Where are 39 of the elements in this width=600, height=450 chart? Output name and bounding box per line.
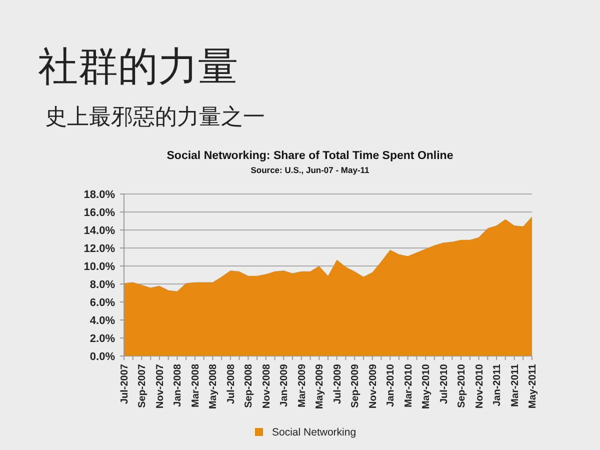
x-tick-label: Jul-2010 bbox=[438, 364, 450, 404]
x-tick-label: Mar-2011 bbox=[510, 364, 521, 407]
x-tick-label: Nov-2008 bbox=[261, 364, 272, 408]
chart-title: 社群的力量 bbox=[38, 44, 238, 90]
x-tick-label: Nov-2007 bbox=[154, 364, 166, 408]
x-tick-label: Sep-2008 bbox=[244, 364, 255, 408]
y-tick-label: 0.0% bbox=[90, 350, 116, 363]
x-tick-label: Sep-2010 bbox=[456, 364, 468, 408]
x-tick-label: May-2010 bbox=[421, 364, 432, 410]
x-tick-label: Mar-2008 bbox=[190, 364, 202, 408]
x-tick-label: Jul-2009 bbox=[332, 364, 344, 404]
x-tick-label: Mar-2010 bbox=[403, 364, 414, 408]
x-tick-label: Nov-2009 bbox=[368, 364, 379, 408]
x-tick-label: Jan-2009 bbox=[279, 364, 290, 407]
x-tick-label: Sep-2009 bbox=[350, 364, 362, 408]
source-note: Source: U.S., Jun-07 - May-11 bbox=[250, 165, 370, 175]
x-tick-label: May-2008 bbox=[208, 364, 220, 410]
y-tick-label: 8.0% bbox=[90, 278, 116, 291]
chart-subtitle: 史上最邪惡的力量之一 bbox=[45, 105, 265, 130]
x-tick-label: Jan-2008 bbox=[172, 364, 184, 407]
y-tick-label: 4.0% bbox=[90, 314, 116, 327]
x-tick-label: May-2009 bbox=[314, 364, 326, 410]
x-tick-label: Mar-2009 bbox=[296, 364, 308, 408]
text: Social Networking: Share of Total Time Spent Online bbox=[166, 150, 454, 162]
y-tick-label: 10.0% bbox=[84, 260, 116, 273]
x-tick-label: Jan-2011 bbox=[492, 364, 504, 406]
x-tick-label: Jul-2007 bbox=[120, 364, 130, 404]
x-tick-label: Jul-2008 bbox=[226, 364, 237, 404]
y-tick-label: 6.0% bbox=[90, 296, 116, 309]
y-tick-label: 16.0% bbox=[84, 206, 116, 219]
x-tick-label: Nov-2010 bbox=[474, 364, 486, 408]
y-tick-label: 18.0% bbox=[84, 188, 116, 201]
legend-label: Social Networking bbox=[272, 426, 356, 439]
x-tick-label: Jan-2010 bbox=[386, 364, 397, 407]
x-tick-label: May-2011 bbox=[528, 364, 538, 408]
y-tick-label: 12.0% bbox=[84, 242, 116, 255]
x-tick-label: Sep-2007 bbox=[137, 364, 148, 408]
y-tick-label: 2.0% bbox=[90, 332, 116, 345]
y-tick-label: 14.0% bbox=[84, 224, 116, 237]
